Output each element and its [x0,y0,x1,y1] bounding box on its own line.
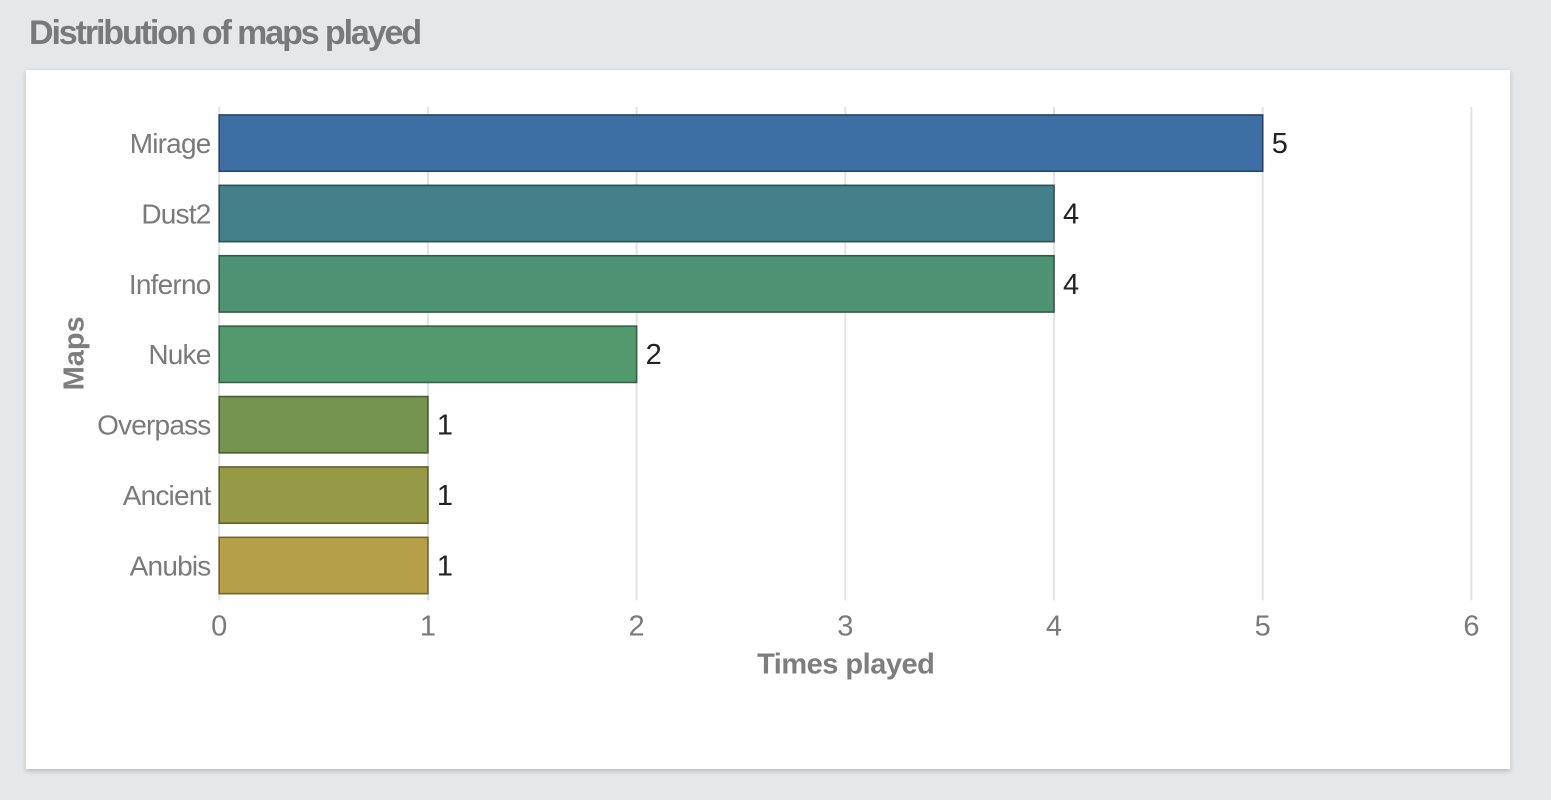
svg-text:0: 0 [211,610,227,642]
svg-text:Nuke: Nuke [148,339,210,370]
svg-text:4: 4 [1063,269,1079,301]
svg-text:6: 6 [1463,610,1479,642]
svg-text:4: 4 [1046,610,1062,642]
svg-text:Dust2: Dust2 [141,198,210,229]
svg-text:Mirage: Mirage [130,128,211,159]
svg-text:1: 1 [437,550,453,582]
svg-text:Inferno: Inferno [129,269,211,300]
svg-text:5: 5 [1255,610,1271,642]
svg-text:Times played: Times played [757,649,934,681]
svg-text:3: 3 [837,610,853,642]
svg-text:Anubis: Anubis [130,550,211,581]
svg-text:Ancient: Ancient [123,480,212,511]
svg-text:2: 2 [646,339,662,371]
svg-text:1: 1 [437,410,453,442]
svg-text:1: 1 [420,610,436,642]
svg-text:1: 1 [437,480,453,512]
svg-text:5: 5 [1272,128,1288,160]
svg-text:Maps: Maps [59,316,91,390]
svg-text:4: 4 [1063,198,1079,230]
svg-text:2: 2 [629,610,645,642]
svg-text:Overpass: Overpass [97,410,210,441]
